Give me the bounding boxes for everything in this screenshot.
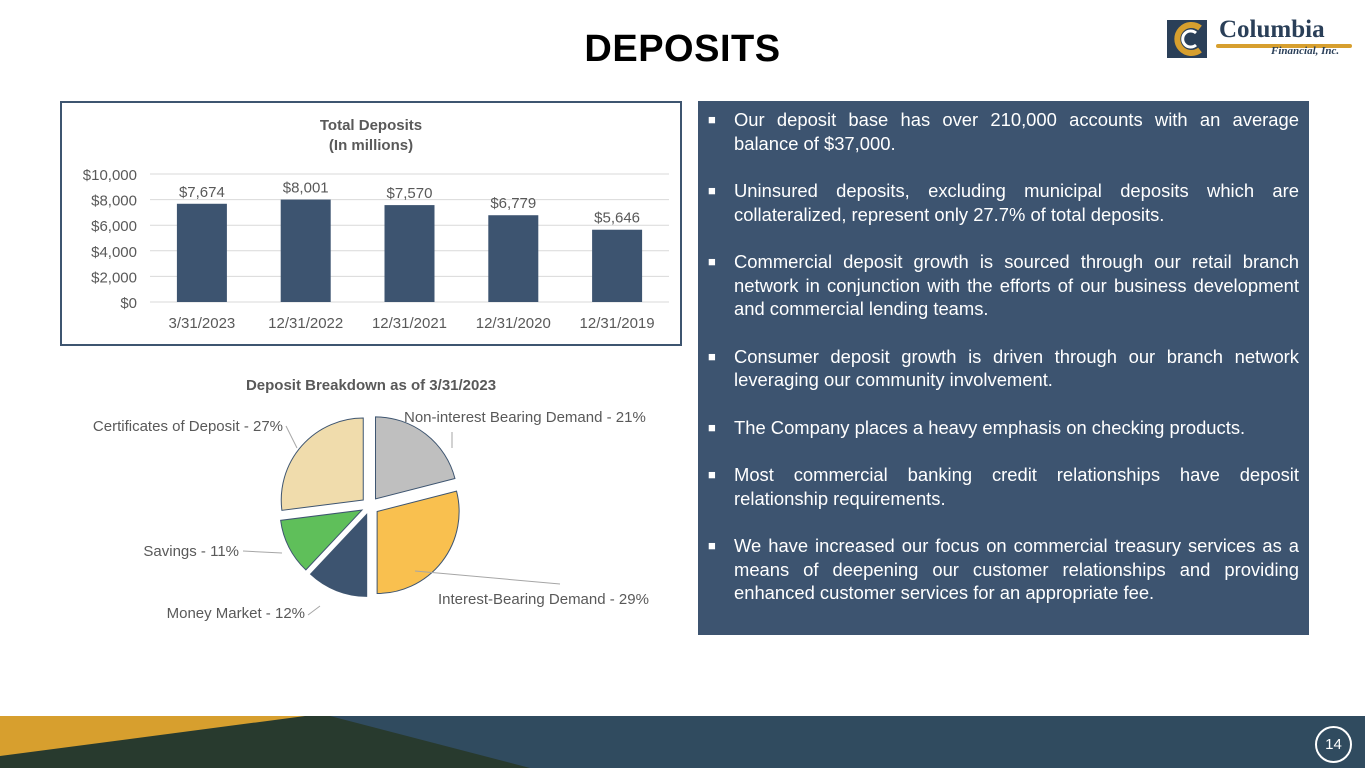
page-title: DEPOSITS [584,28,781,70]
bar [176,203,227,302]
bullet-text: Commercial deposit growth is sourced thr… [734,251,1299,319]
bar-data-label: $8,001 [283,180,329,197]
pie-slice-label: Certificates of Deposit - 27% [93,418,283,435]
bullet-text: Our deposit base has over 210,000 accoun… [734,109,1299,154]
bullet-text: Uninsured deposits, excluding municipal … [734,180,1299,225]
x-tick-label: 3/31/2023 [169,315,236,332]
bullet-text: Consumer deposit growth is driven throug… [734,345,1299,391]
pie-slice [376,490,460,595]
pie-slice-label: Savings - 11% [143,543,239,560]
leader-line [285,425,298,449]
pie-slice-label: Interest-Bearing Demand - 29% [438,591,649,608]
bullet-item: ■ We have increased our focus on commerci… [708,534,1299,605]
bullet-marker: ■ [708,538,716,553]
bullet-marker: ■ [708,419,716,435]
y-tick-label: $10,000 [83,167,137,184]
leader-line [307,605,321,616]
bar-data-label: $7,570 [387,185,433,202]
bullet-marker: ■ [708,112,716,127]
pie-slice-label: Money Market - 12% [167,605,305,622]
x-tick-label: 12/31/2021 [372,315,447,332]
pie-slice [280,417,364,511]
x-tick-label: 12/31/2022 [268,315,343,332]
page-number: 14 [1315,726,1352,763]
bullet-text: Most commercial banking credit relations… [734,464,1299,509]
bullet-text: We have increased our focus on commercia… [734,535,1299,603]
bullet-marker: ■ [708,254,716,269]
x-tick-label: 12/31/2020 [476,315,551,332]
bar [384,205,435,302]
pie-slice [375,416,456,500]
pie-slice [309,513,368,597]
bar-data-label: $5,646 [594,210,640,227]
pie-chart-title: Deposit Breakdown as of 3/31/2023 [246,377,496,394]
bar-chart-subtitle: (In millions) [329,137,413,154]
y-tick-label: $8,000 [91,193,137,210]
deposit-highlights-box: ■ Our deposit base has over 210,000 accou… [698,101,1309,635]
bullet-marker: ■ [708,183,716,198]
logo-name: Columbia [1219,16,1325,43]
logo-emblem-icon [1167,20,1207,58]
bullet-item: ■ The Company places a heavy emphasis on … [708,416,1299,440]
pie-slice [280,509,364,571]
pie-slice-label: Non-interest Bearing Demand - 21% [404,409,646,426]
bullet-item: ■ Our deposit base has over 210,000 accou… [708,108,1299,155]
bar [592,229,643,302]
y-tick-label: $2,000 [91,269,137,286]
bullet-marker: ■ [708,348,716,364]
y-tick-label: $4,000 [91,244,137,261]
footer-band [0,716,1365,768]
bullet-item: ■ Most commercial banking credit relation… [708,463,1299,510]
bar [488,215,539,302]
bar [280,199,331,302]
bullet-marker: ■ [708,467,716,482]
bar-data-label: $6,779 [490,195,536,212]
bullet-text: The Company places a heavy emphasis on c… [734,416,1246,438]
leader-line [242,550,283,554]
logo-subtitle: Financial, Inc. [1271,45,1340,57]
y-tick-label: $0 [120,295,137,312]
total-deposits-bar-chart: Total Deposits (In millions) $0 $2,000 $4,00… [83,117,669,332]
logo-swoosh [1216,44,1352,48]
leader-line [414,570,561,585]
bar-data-label: $7,674 [179,184,225,201]
bullet-item: ■ Commercial deposit growth is sourced th… [708,250,1299,321]
bullet-item: ■ Uninsured deposits, excluding municipal… [708,179,1299,226]
y-tick-label: $6,000 [91,218,137,235]
deposit-breakdown-chart: Deposit Breakdown as of 3/31/2023 Non-int… [60,370,700,630]
total-deposits-chart-panel: Total Deposits (In millions) $0 $2,000 $4,00… [60,101,682,346]
deposit-breakdown-pie-chart: Deposit Breakdown as of 3/31/2023 Non-int… [93,377,649,622]
x-tick-label: 12/31/2019 [580,315,655,332]
bullet-item: ■ Consumer deposit growth is driven throu… [708,345,1299,392]
company-logo: Columbia Financial, Inc. [1166,14,1356,64]
bar-chart-title: Total Deposits [320,117,422,134]
